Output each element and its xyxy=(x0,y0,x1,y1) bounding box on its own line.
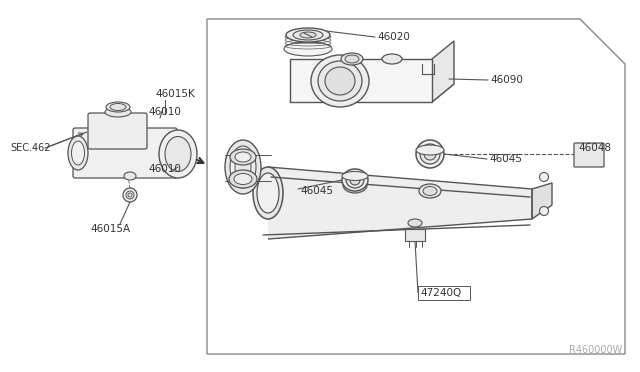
Ellipse shape xyxy=(229,170,257,188)
Ellipse shape xyxy=(346,172,364,188)
Ellipse shape xyxy=(128,193,132,197)
Ellipse shape xyxy=(416,140,444,168)
Text: 46010: 46010 xyxy=(148,107,181,117)
Ellipse shape xyxy=(68,136,88,170)
Ellipse shape xyxy=(257,173,279,213)
Bar xyxy=(405,229,425,241)
Ellipse shape xyxy=(342,171,368,180)
Ellipse shape xyxy=(234,173,252,185)
Bar xyxy=(290,59,432,102)
Ellipse shape xyxy=(311,55,369,107)
Text: 47240Q: 47240Q xyxy=(420,288,461,298)
Text: 46015K: 46015K xyxy=(155,89,195,99)
Ellipse shape xyxy=(382,54,402,64)
Ellipse shape xyxy=(341,53,363,65)
FancyBboxPatch shape xyxy=(88,113,147,149)
Ellipse shape xyxy=(286,28,330,42)
Ellipse shape xyxy=(343,177,367,193)
Text: 46045: 46045 xyxy=(300,186,333,196)
Ellipse shape xyxy=(159,130,197,178)
Text: 46090: 46090 xyxy=(490,75,523,85)
Ellipse shape xyxy=(345,55,359,63)
Ellipse shape xyxy=(225,140,261,194)
Ellipse shape xyxy=(110,103,126,110)
Ellipse shape xyxy=(424,148,436,160)
Polygon shape xyxy=(532,183,552,219)
Ellipse shape xyxy=(284,42,332,56)
Text: 46048: 46048 xyxy=(578,143,611,153)
Text: R460000W: R460000W xyxy=(569,345,622,355)
Polygon shape xyxy=(207,19,625,354)
Ellipse shape xyxy=(230,149,256,165)
Ellipse shape xyxy=(318,61,362,101)
Ellipse shape xyxy=(253,167,283,219)
Ellipse shape xyxy=(106,102,130,112)
Ellipse shape xyxy=(105,107,131,117)
Text: 46045: 46045 xyxy=(489,154,522,164)
Polygon shape xyxy=(290,84,454,102)
Polygon shape xyxy=(432,41,454,102)
Ellipse shape xyxy=(124,172,136,180)
Ellipse shape xyxy=(416,145,444,155)
FancyBboxPatch shape xyxy=(574,143,604,167)
Ellipse shape xyxy=(165,137,191,171)
Ellipse shape xyxy=(342,169,368,191)
Ellipse shape xyxy=(423,186,437,196)
Ellipse shape xyxy=(293,30,323,40)
Text: SEC.462: SEC.462 xyxy=(10,143,51,153)
Polygon shape xyxy=(268,167,532,239)
Ellipse shape xyxy=(540,173,548,182)
Ellipse shape xyxy=(347,180,363,190)
Ellipse shape xyxy=(419,184,441,198)
Ellipse shape xyxy=(420,144,440,164)
Ellipse shape xyxy=(235,153,251,181)
Bar xyxy=(418,286,470,300)
Text: 46015A: 46015A xyxy=(90,224,130,234)
Ellipse shape xyxy=(123,188,137,202)
Ellipse shape xyxy=(540,206,548,215)
Ellipse shape xyxy=(350,175,360,185)
Ellipse shape xyxy=(408,219,422,227)
Ellipse shape xyxy=(230,146,256,188)
Ellipse shape xyxy=(300,32,316,38)
FancyBboxPatch shape xyxy=(73,128,177,178)
Ellipse shape xyxy=(325,67,355,95)
Ellipse shape xyxy=(235,152,251,162)
Ellipse shape xyxy=(126,191,134,199)
Text: 46010: 46010 xyxy=(148,164,181,174)
Ellipse shape xyxy=(72,141,84,165)
Text: 46020: 46020 xyxy=(377,32,410,42)
